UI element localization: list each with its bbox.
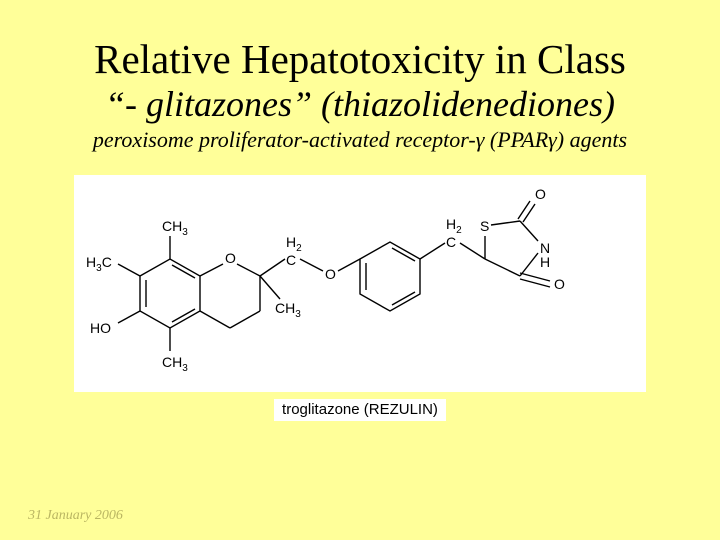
label-s: S [480,218,489,234]
label-ho: HO [90,320,111,336]
label-h2-top: H2 [446,216,462,236]
molecule-caption-frame: troglitazone (REZULIN) [274,399,446,421]
molecule-svg: CH3 H3C HO CH3 O CH3 [80,181,640,391]
label-o-tz1: O [535,186,546,202]
label-c-top: C [446,234,456,250]
label-o-pyran: O [225,250,236,266]
slide: Relative Hepatotoxicity in Class “- glit… [0,0,720,540]
label-o-ether: O [325,266,336,282]
label-nh: H [540,254,550,270]
label-ch3-ring: CH3 [275,300,301,320]
chemistry-figure: CH3 H3C HO CH3 O CH3 [28,175,692,421]
label-h2-link: H2 [286,234,302,254]
label-o-tz2: O [554,276,565,292]
label-c-link: C [286,252,296,268]
label-h3c: H3C [86,254,112,274]
slide-footer: 31 January 2006 [28,508,692,524]
label-ch3-top: CH3 [162,218,188,238]
label-ch3-bottom: CH3 [162,354,188,374]
molecule-caption: troglitazone (REZULIN) [282,401,438,418]
slide-subsubtitle: peroxisome proliferator-activated recept… [28,127,692,153]
slide-subtitle: “- glitazones” (thiazolidenediones) [28,83,692,125]
molecule-frame: CH3 H3C HO CH3 O CH3 [74,175,646,392]
slide-title: Relative Hepatotoxicity in Class [28,38,692,81]
footer-date: 31 January 2006 [28,508,123,524]
